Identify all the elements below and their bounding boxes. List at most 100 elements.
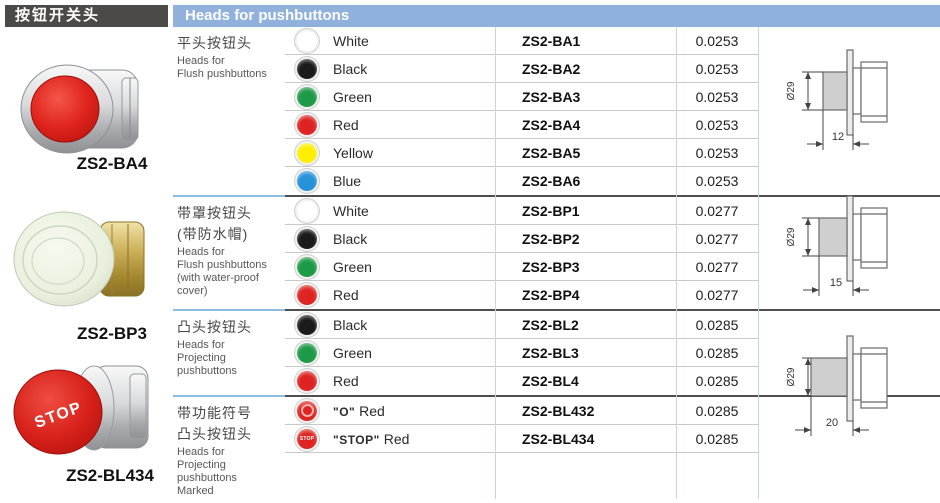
divider-right <box>285 395 940 397</box>
yellow-dot-icon <box>297 142 317 163</box>
weight-value: 0.0277 <box>695 258 739 275</box>
table-row: Red ZS2-BA4 0.0253 <box>285 111 758 139</box>
divider-right <box>285 195 940 197</box>
color-name: Green <box>333 258 372 275</box>
section-divider <box>173 309 940 311</box>
model-number: ZS2-BA5 <box>522 144 581 161</box>
color-name: Black <box>333 60 368 77</box>
stop-mark-icon: STOP <box>297 428 317 449</box>
white-dot-icon <box>297 30 317 51</box>
table-row: Black ZS2-BP2 0.0277 <box>285 225 758 253</box>
color-name: Black <box>333 316 368 333</box>
product-photo-zs2-bp3 <box>8 210 158 312</box>
color-name: White <box>333 32 369 49</box>
color-name: White <box>333 202 369 219</box>
section-description: 平头按钮头 Heads for Flush pushbuttons <box>173 27 285 195</box>
table-row: Green ZS2-BA3 0.0253 <box>285 83 758 111</box>
weight-value: 0.0253 <box>695 60 739 77</box>
section-title-cn: 凸头按钮头 <box>177 425 252 442</box>
green-dot-icon <box>297 86 317 107</box>
diameter-label: Ø29 <box>786 227 797 246</box>
product-label-zs2-bl434: ZS2-BL434 <box>66 466 154 485</box>
product-label-zs2-bp3: ZS2-BP3 <box>77 324 147 343</box>
technical-drawing: Ø29 15 <box>772 186 922 313</box>
section-rows: Black ZS2-BL2 0.0285 Green ZS2-BL3 0.0285 Red Z… <box>285 311 758 395</box>
mark-label: "O" <box>333 404 356 419</box>
depth-label: 12 <box>832 131 844 143</box>
product-photo-zs2-bl434: STOP <box>8 358 163 462</box>
color-name: "O" Red <box>333 402 385 419</box>
section-title-en: Projecting <box>177 458 226 471</box>
weight-value: 0.0285 <box>695 316 739 333</box>
table-row: Red ZS2-BP4 0.0277 <box>285 281 758 309</box>
model-number: ZS2-BA6 <box>522 173 581 189</box>
dimension-drawing-svg: Ø29 12 <box>786 49 888 150</box>
mark-label: "STOP" <box>333 432 380 447</box>
model-number: ZS2-BL432 <box>522 402 595 419</box>
weight-value: 0.0253 <box>695 116 739 133</box>
weight-value: 0.0285 <box>695 402 739 419</box>
red-dot-icon <box>297 114 317 135</box>
color-name: Green <box>333 88 372 105</box>
section-rows: "O" Red ZS2-BL432 0.0285 STOP "STOP" Red ZS2-… <box>285 397 758 499</box>
section-title-en: cover) <box>177 285 208 298</box>
depth-label: 20 <box>826 417 838 429</box>
color-name: Black <box>333 230 368 247</box>
weight-value: 0.0277 <box>695 202 739 219</box>
table-row: STOP "STOP" Red ZS2-BL434 0.0285 <box>285 425 758 453</box>
black-dot-icon <box>297 58 317 79</box>
table-row: White ZS2-BP1 0.0277 <box>285 197 758 225</box>
section-rows: White ZS2-BA1 0.0253 Black ZS2-BA2 0.0253 Gree… <box>285 27 758 195</box>
section-title-en: Heads for <box>177 445 225 458</box>
o-mark-icon <box>297 400 317 421</box>
o-symbol <box>300 404 314 417</box>
section-title-en: pushbuttons <box>177 472 237 485</box>
color-name: Red <box>333 287 359 303</box>
table-row: Yellow ZS2-BA5 0.0253 <box>285 139 758 167</box>
color-name: "STOP" Red <box>333 430 410 447</box>
divider-right <box>285 309 940 311</box>
section-title-en: pushbuttons <box>177 365 237 378</box>
table-row: Black ZS2-BL2 0.0285 <box>285 311 758 339</box>
column-line <box>758 27 759 499</box>
product-photo-zs2-ba4 <box>10 60 160 158</box>
section-title-en: Flush pushbuttons <box>177 258 267 271</box>
column-line <box>676 27 677 499</box>
section-title-en: Marked <box>177 485 214 498</box>
section-title-cn: (带防水帽) <box>177 225 249 242</box>
model-number: ZS2-BP1 <box>522 202 580 219</box>
weight-value: 0.0253 <box>695 32 739 49</box>
model-number: ZS2-BA2 <box>522 60 581 77</box>
model-number: ZS2-BP2 <box>522 230 580 247</box>
weight-value: 0.0253 <box>695 173 739 189</box>
table-row: Blue ZS2-BA6 0.0253 <box>285 167 758 195</box>
section-title-cn: 带功能符号 <box>177 405 252 421</box>
black-dot-icon <box>297 228 317 249</box>
blue-dot-icon <box>297 171 317 191</box>
color-name: Yellow <box>333 144 373 161</box>
table-row: Black ZS2-BA2 0.0253 <box>285 55 758 83</box>
red-dot-icon <box>297 371 317 391</box>
section-description: 凸头按钮头 Heads for Projecting pushbuttons <box>173 311 285 395</box>
section-title-en: Heads for <box>177 245 225 258</box>
pushbutton-table: 平头按钮头 Heads for Flush pushbuttons White ZS2-… <box>173 27 940 499</box>
green-dot-icon <box>297 342 317 363</box>
weight-value: 0.0277 <box>695 230 739 247</box>
technical-drawing: Ø29 12 <box>772 40 922 167</box>
weight-value: 0.0285 <box>695 373 739 389</box>
section-rows: White ZS2-BP1 0.0277 Black ZS2-BP2 0.0277 Gree… <box>285 197 758 309</box>
model-number: ZS2-BL4 <box>522 373 579 389</box>
table-section: 凸头按钮头 Heads for Projecting pushbuttons Black… <box>173 311 940 395</box>
section-title-en: Heads for <box>177 54 225 67</box>
section-title-cn: 凸头按钮头 <box>177 319 252 335</box>
waterproof-cover-pushbutton-image <box>13 211 145 307</box>
model-number: ZS2-BA4 <box>522 116 581 133</box>
section-title-en: (with water-proof <box>177 272 259 285</box>
color-name: Green <box>333 344 372 361</box>
section-description: 带罩按钮头 (带防水帽) Heads for Flush pushbuttons (wi… <box>173 197 285 309</box>
section-title-cn: 带罩按钮头 <box>177 205 252 221</box>
section-title-en: Flush pushbuttons <box>177 68 267 81</box>
dimension-drawing-svg: Ø29 15 <box>786 195 888 296</box>
color-name: Red <box>333 373 359 389</box>
model-number: ZS2-BA1 <box>522 32 581 49</box>
